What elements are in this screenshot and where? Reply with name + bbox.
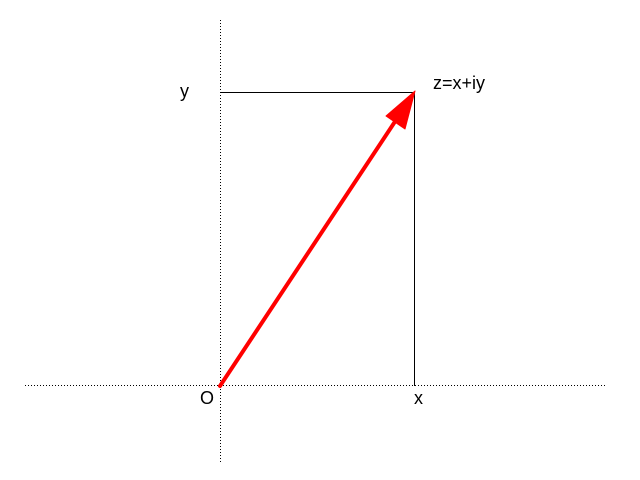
y-value-label: y — [180, 81, 189, 101]
origin-label: O — [200, 388, 214, 408]
vector-arrow-shaft — [218, 109, 404, 388]
vector-arrow-head — [385, 90, 416, 130]
x-value-label: x — [414, 388, 423, 408]
point-label: z=x+iy — [433, 73, 485, 93]
